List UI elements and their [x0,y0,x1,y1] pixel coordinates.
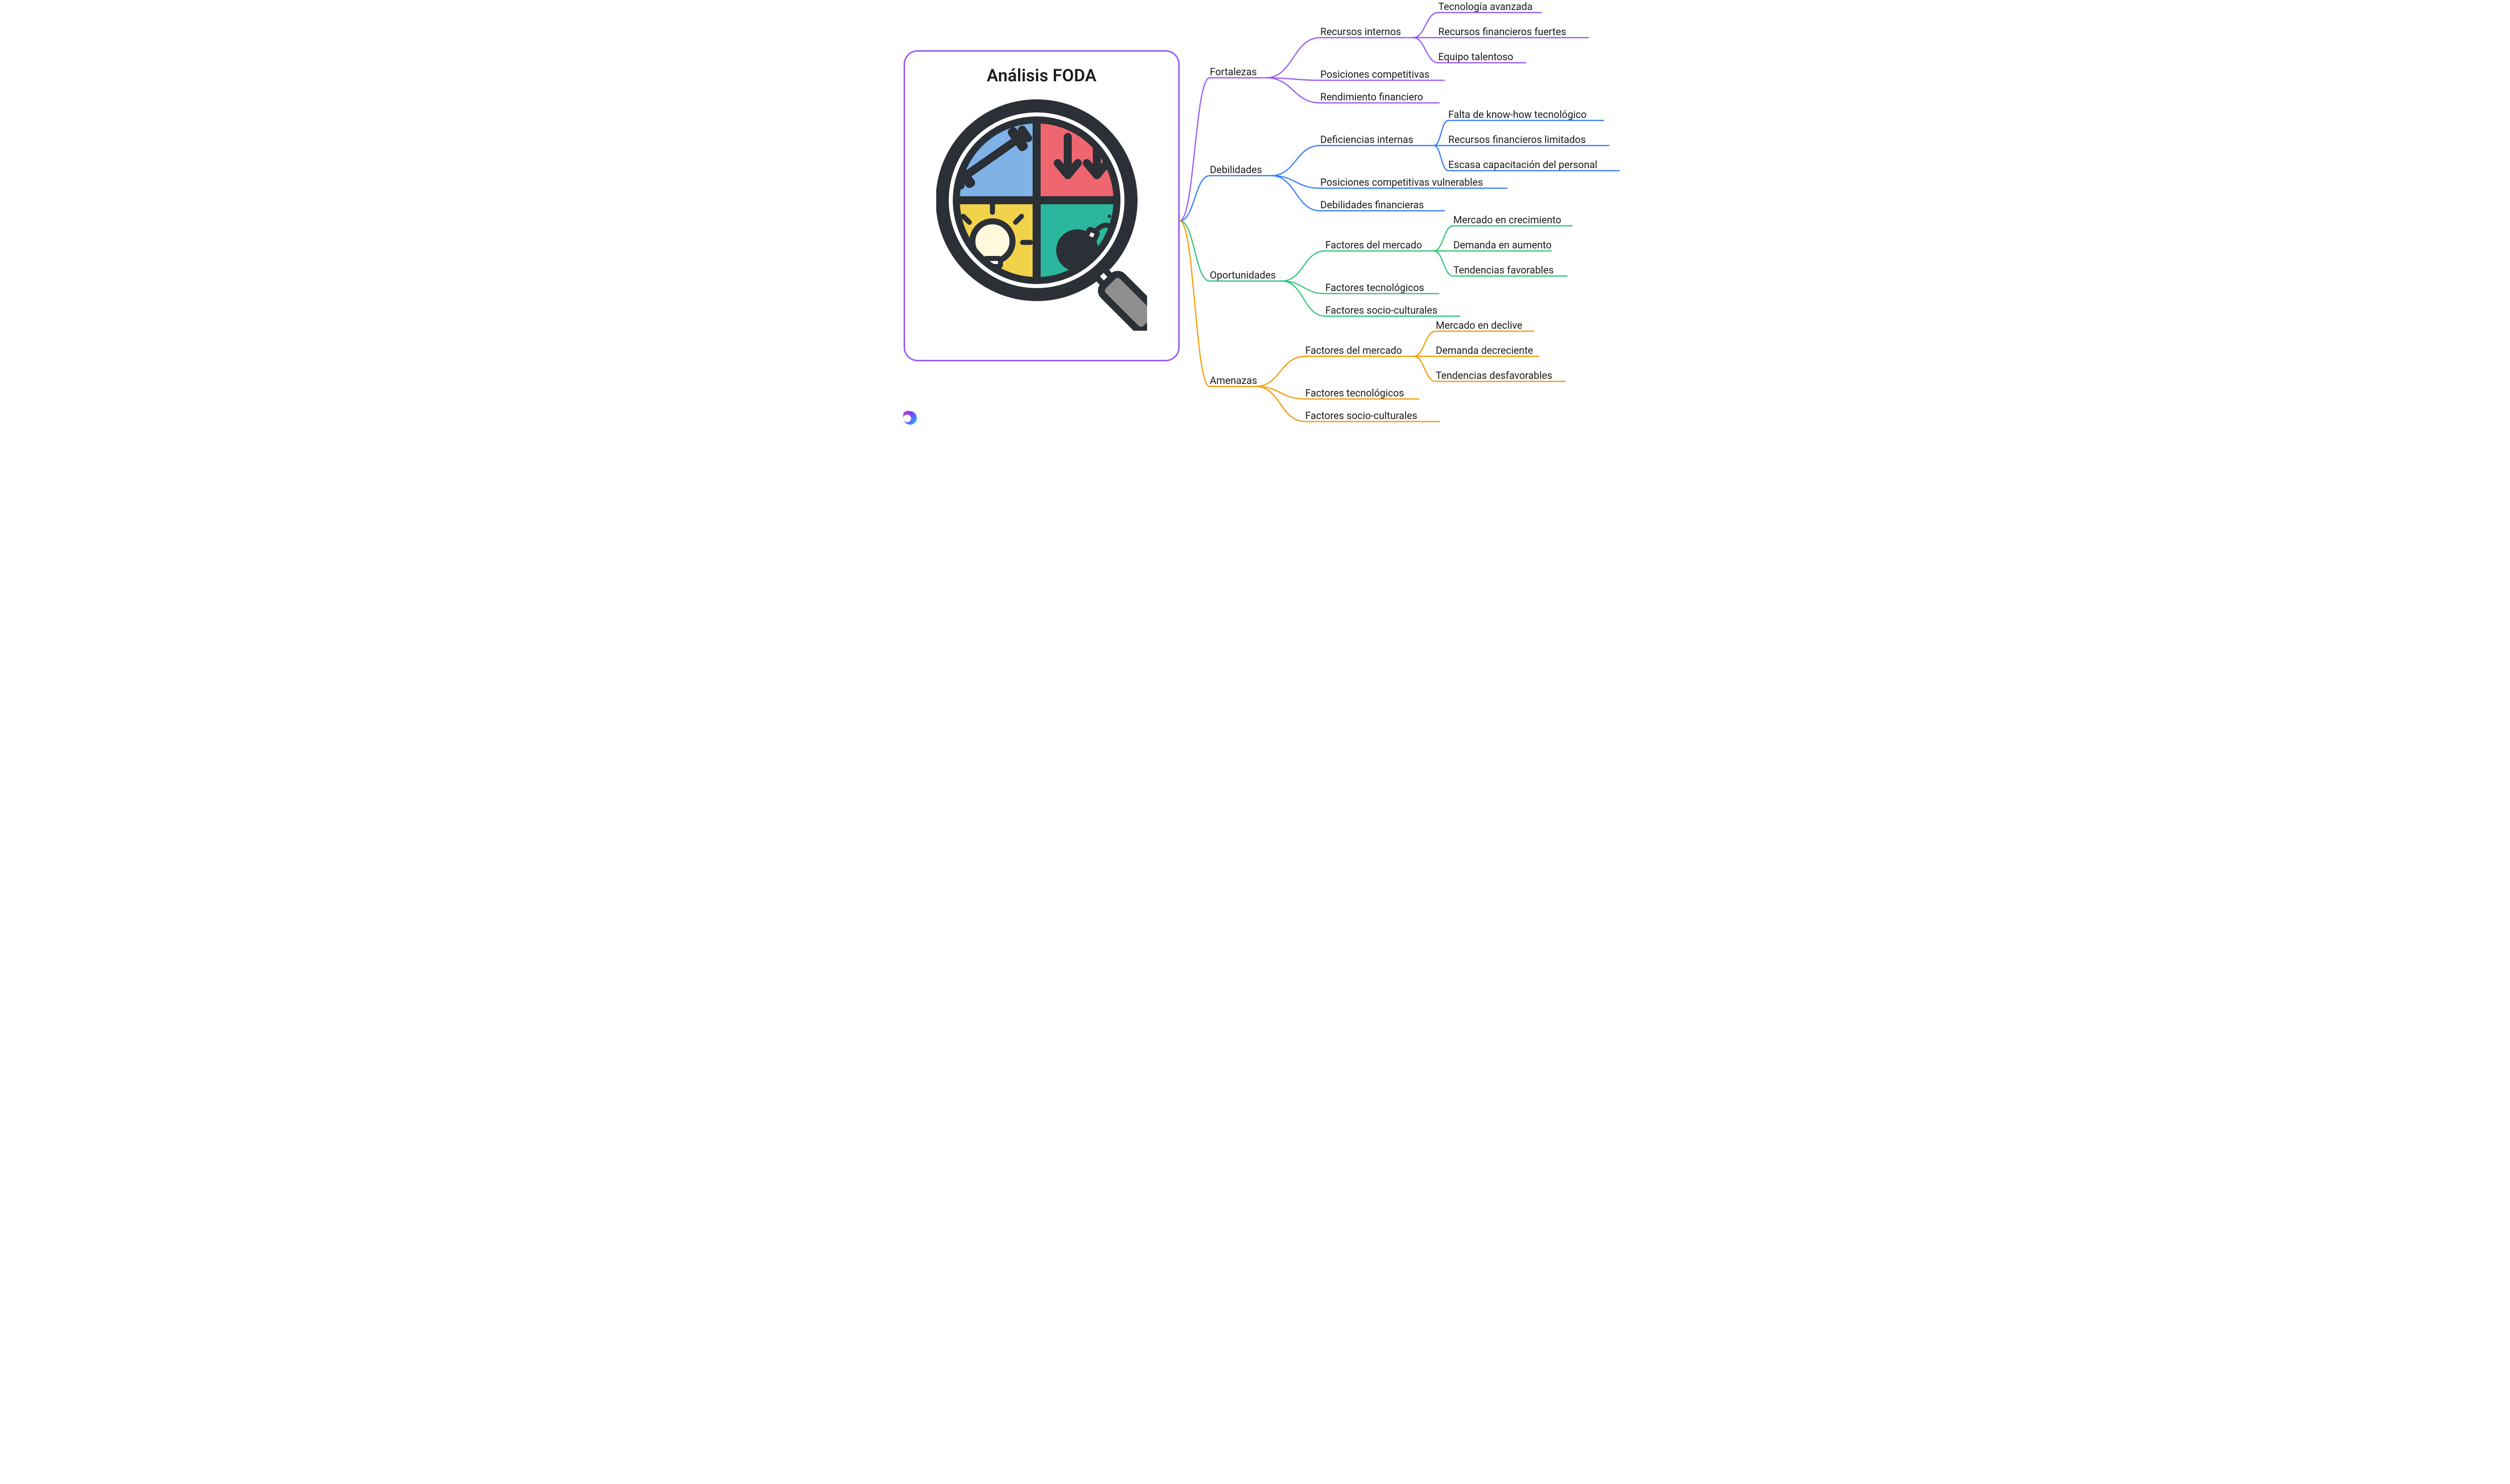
node-tendencias-fav: Tendencias favorables [1453,264,1554,276]
node-mercado-crec: Mercado en crecimiento [1453,214,1561,226]
node-rec-fin-limitados: Recursos financieros limitados [1448,133,1586,146]
node-rec-fin-fuertes: Recursos financieros fuertes [1438,26,1566,38]
node-falta-knowhow: Falta de know-how tecnológico [1448,108,1587,120]
node-debilidades: Debilidades [1210,164,1262,176]
node-op-tecnologicos: Factores tecnológicos [1325,282,1424,294]
node-demanda-decrec: Demanda decreciente [1436,344,1533,356]
node-op-socio: Factores socio-culturales [1325,304,1437,316]
node-fortalezas: Fortalezas [1210,66,1257,78]
node-am-mercado: Factores del mercado [1305,344,1402,356]
node-am-tecnologicos: Factores tecnológicos [1305,387,1404,399]
node-pos-competitivas: Posiciones competitivas [1320,68,1430,80]
node-pos-vulnerables: Posiciones competitivas vulnerables [1320,176,1483,188]
node-tendencias-desfav: Tendencias desfavorables [1436,369,1552,381]
brand-logo-icon [898,402,922,427]
node-demanda-aumento: Demanda en aumento [1453,239,1552,251]
node-escasa-cap: Escasa capacitación del personal [1448,159,1597,171]
node-op-mercado: Factores del mercado [1325,239,1422,251]
node-oportunidades: Oportunidades [1210,269,1276,281]
node-tec-avanzada: Tecnología avanzada [1438,1,1533,13]
mindmap-canvas: Análisis FODA [889,0,1621,432]
node-amenazas: Amenazas [1210,374,1257,386]
node-mercado-declive: Mercado en declive [1436,319,1523,331]
node-deb-financieras: Debilidades financieras [1320,199,1424,211]
root-title: Análisis FODA [915,66,1168,86]
node-equipo-talentoso: Equipo talentoso [1438,51,1513,63]
node-am-socio: Factores socio-culturales [1305,410,1417,422]
root-card: Análisis FODA [904,50,1180,361]
node-def-internas: Deficiencias internas [1320,133,1413,146]
foda-illustration-icon [936,95,1147,331]
node-rend-financiero: Rendimiento financiero [1320,91,1423,103]
node-recursos-internos: Recursos internos [1320,26,1401,38]
